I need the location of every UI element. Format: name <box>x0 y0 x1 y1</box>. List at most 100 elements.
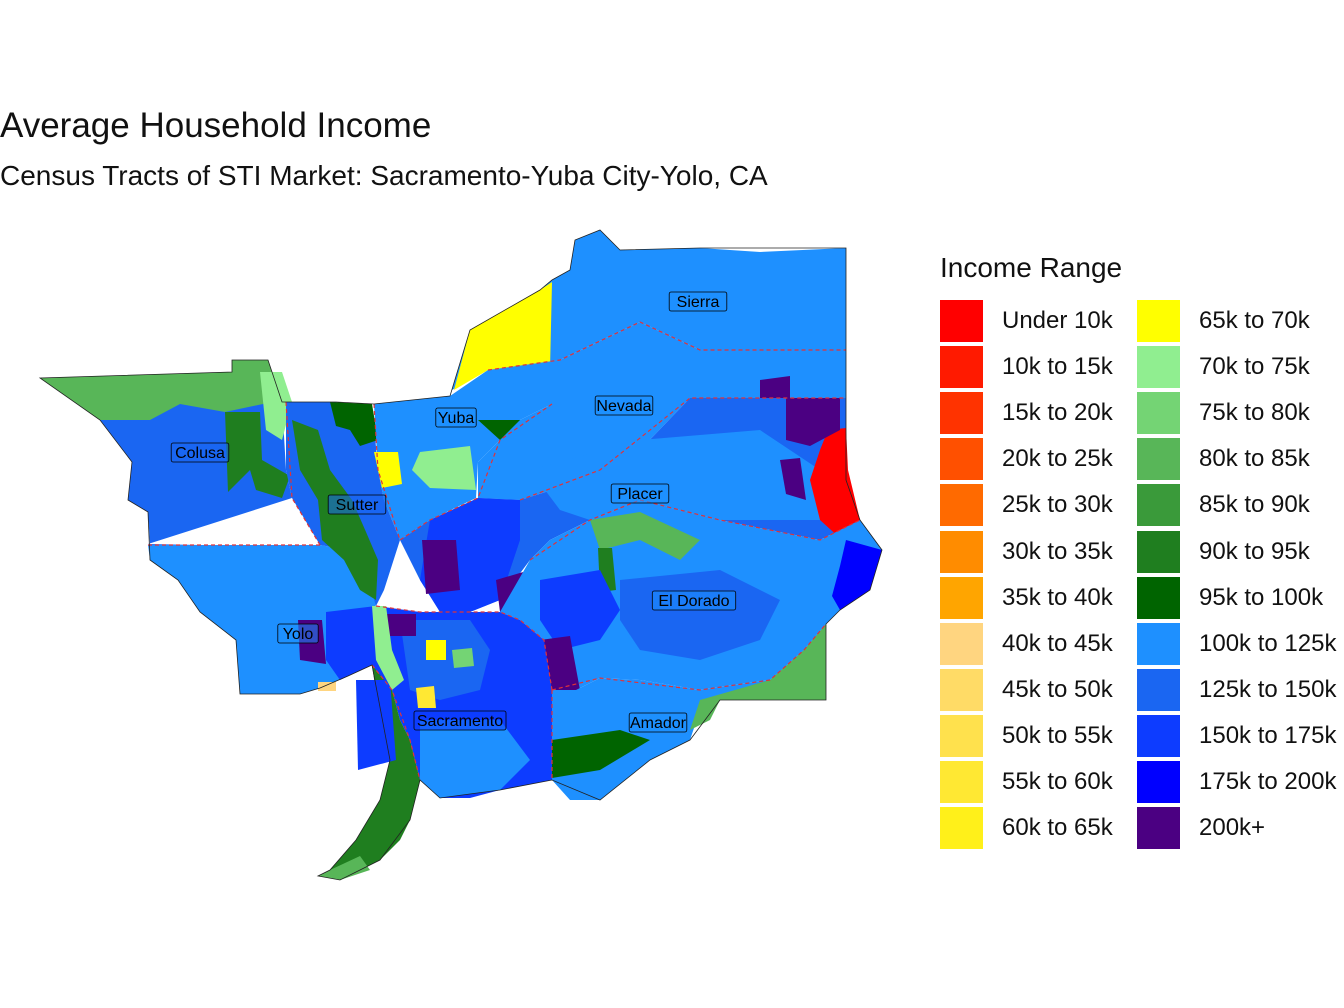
legend-label: 30k to 35k <box>1002 537 1113 565</box>
legend-swatch <box>1137 484 1180 527</box>
tract-el-dorado-purple <box>540 636 580 690</box>
county-label-box <box>277 623 319 644</box>
legend-item: 85k to 90k <box>1137 484 1344 530</box>
tract-placer-purple-east <box>786 398 840 446</box>
legend-item: Under 10k <box>940 300 1180 346</box>
legend-label: 100k to 125k <box>1199 629 1337 657</box>
legend-swatch <box>940 484 983 527</box>
county-label-placer: Placer <box>610 483 670 504</box>
tract-sutter-dark <box>330 402 378 446</box>
legend-swatch <box>1137 576 1180 619</box>
county-label-box <box>668 291 728 312</box>
tract-colusa-green <box>225 412 290 498</box>
county-label-text: El Dorado <box>658 593 729 610</box>
legend-item: 70k to 75k <box>1137 346 1344 392</box>
legend-item: 35k to 40k <box>940 576 1180 623</box>
legend-label: 50k to 55k <box>1002 721 1113 749</box>
map-subtitle: Census Tracts of STI Market: Sacramento-… <box>0 160 768 191</box>
county-label-box <box>610 483 670 504</box>
legend-item: 175k to 200k <box>1137 761 1344 807</box>
county-label-text: Amador <box>630 715 687 732</box>
legend-item: 90k to 95k <box>1137 530 1344 577</box>
tract-placer-purple-2 <box>780 458 806 500</box>
legend-swatch <box>1137 530 1180 573</box>
legend-item: 150k to 175k <box>1137 714 1344 761</box>
tract-el-dorado-east-blue <box>832 540 882 610</box>
county-label-sacramento: Sacramento <box>413 710 507 731</box>
county-labels: Sierra Yuba Nevada Colusa Placer Sutter El Dor… <box>170 291 737 733</box>
legend-item: 25k to 30k <box>940 484 1180 530</box>
legend-swatch <box>940 300 983 342</box>
county-label-box <box>651 590 737 611</box>
tract-sacramento-river-green <box>330 665 420 876</box>
legend-label: 125k to 150k <box>1199 675 1337 703</box>
county-label-text: Yuba <box>438 410 475 427</box>
legend-swatch <box>1137 392 1180 435</box>
legend-swatch <box>940 346 983 389</box>
tract-placer-light <box>530 430 830 520</box>
tract-sacramento-yellow-1 <box>426 640 446 660</box>
legend-swatch <box>940 761 983 803</box>
legend-label: 95k to 100k <box>1199 583 1324 611</box>
legend-swatch <box>1137 761 1180 803</box>
county-label-nevada: Nevada <box>594 395 654 416</box>
tract-el-dorado-blue <box>540 570 620 650</box>
legend-label: 40k to 45k <box>1002 629 1113 657</box>
county-shape-nevada <box>478 322 846 500</box>
legend-item: 40k to 45k <box>940 622 1180 669</box>
tract-yuba-green <box>412 446 476 490</box>
county-boundaries <box>148 321 861 781</box>
tract-sacramento-south-blue <box>420 720 530 798</box>
legend-swatch <box>940 714 983 757</box>
county-label-yolo: Yolo <box>277 623 319 644</box>
legend-swatch <box>940 668 983 711</box>
county-label-colusa: Colusa <box>170 442 230 463</box>
county-label-text: Sutter <box>336 497 379 514</box>
legend-label: 60k to 65k <box>1002 814 1113 842</box>
tract-amador-green <box>690 624 826 730</box>
legend-swatch <box>1137 807 1180 850</box>
county-label-box <box>413 710 507 731</box>
legend-item: 50k to 55k <box>940 714 1180 761</box>
tract-sacramento-green-1 <box>452 648 474 668</box>
tract-sacramento-yellow-2 <box>416 686 436 708</box>
legend-swatch <box>1137 622 1180 665</box>
tract-colusa-light <box>260 372 292 440</box>
tract-yolo-tan <box>318 682 336 691</box>
legend-label: 10k to 15k <box>1002 353 1113 381</box>
county-label-text: Sacramento <box>417 713 503 730</box>
county-label-text: Sierra <box>677 294 720 311</box>
county-label-yuba: Yuba <box>435 407 477 428</box>
tract-placer-purple-west <box>422 540 460 594</box>
legend-item: 30k to 35k <box>940 530 1180 577</box>
tract-nevada-purple <box>760 376 790 398</box>
legend-label: 20k to 25k <box>1002 445 1113 473</box>
legend-title: Income Range <box>940 252 1123 283</box>
census-tract-map: Sierra Yuba Nevada Colusa Placer Sutter El Dor… <box>38 229 883 881</box>
legend-label: 15k to 20k <box>1002 399 1113 427</box>
county-label-text: Placer <box>617 486 663 503</box>
legend-label: 25k to 30k <box>1002 491 1113 519</box>
legend-item: 60k to 65k <box>940 807 1180 853</box>
legend-label: 55k to 60k <box>1002 768 1113 795</box>
legend-swatch <box>940 392 983 435</box>
legend-item: 45k to 50k <box>940 668 1180 715</box>
tract-yolo-blue <box>326 606 376 680</box>
legend-swatch <box>1137 714 1180 757</box>
legend-label: Under 10k <box>1002 307 1113 334</box>
county-label-box <box>628 712 688 733</box>
legend-item: 10k to 15k <box>940 346 1180 392</box>
legend-item: 20k to 25k <box>940 438 1180 484</box>
legend-item: 80k to 85k <box>1137 438 1344 484</box>
legend-item: 15k to 20k <box>940 392 1180 438</box>
county-label-text: Nevada <box>596 398 651 415</box>
legend-label: 150k to 175k <box>1199 721 1337 749</box>
county-label-box <box>327 494 387 515</box>
county-label-amador: Amador <box>628 712 688 733</box>
legend-swatch <box>940 530 983 573</box>
tract-amador-dark <box>552 730 650 778</box>
county-label-text: Colusa <box>175 445 225 462</box>
legend-label: 80k to 85k <box>1199 445 1310 473</box>
county-label-sutter: Sutter <box>327 494 387 515</box>
tract-yuba-yellow <box>374 452 402 488</box>
